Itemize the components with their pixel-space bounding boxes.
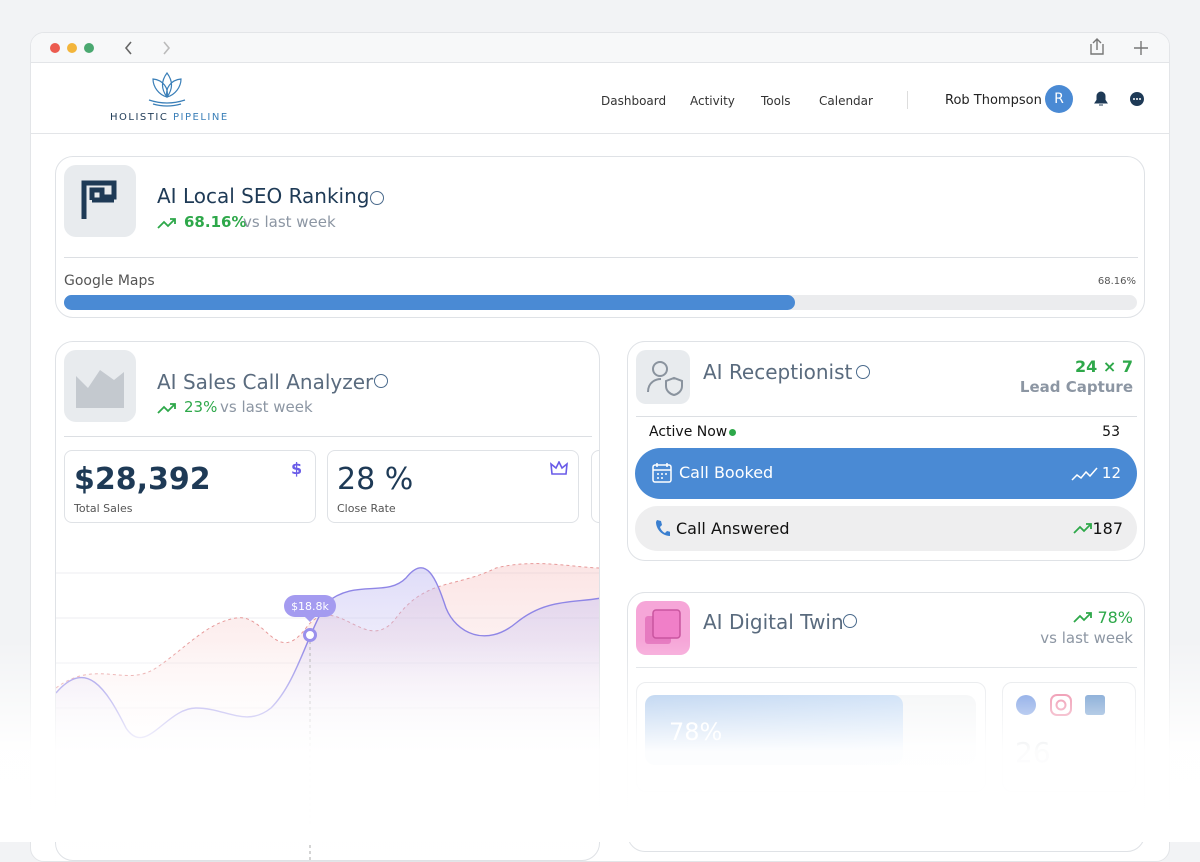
dropdown-toggle[interactable] xyxy=(374,374,388,388)
toolbar-icons xyxy=(50,38,1148,55)
change-value: 23% xyxy=(184,398,218,416)
change-text: vs last week xyxy=(220,398,313,416)
change-text: vs last week xyxy=(243,213,336,231)
row-label: Call Booked xyxy=(679,463,774,482)
facebook-icon[interactable] xyxy=(1016,695,1036,715)
stat-label: Total Sales xyxy=(74,502,133,515)
back-button[interactable] xyxy=(124,41,132,55)
nav-link[interactable]: Calendar xyxy=(819,94,873,108)
dropdown-toggle[interactable] xyxy=(370,191,384,205)
phone-icon xyxy=(656,520,670,536)
seo-card: AI Local SEO Ranking 68.16% vs last week… xyxy=(55,156,1145,318)
trend-icon xyxy=(1073,612,1092,623)
page: HOLISTIC PIPELINE Dashboard Activity Too… xyxy=(0,32,1200,862)
row-value: 187 xyxy=(1092,519,1123,538)
app-header: HOLISTIC PIPELINE Dashboard Activity Too… xyxy=(31,63,1169,134)
divider xyxy=(64,436,592,437)
row-value: 12 xyxy=(1101,464,1121,482)
user-name: Rob Thompson xyxy=(945,93,1042,108)
header-separator xyxy=(907,91,908,109)
twin-icon xyxy=(636,601,690,655)
messages-button[interactable] xyxy=(1130,92,1144,106)
progress-label: Google Maps xyxy=(64,273,155,289)
progress-value: 78% xyxy=(669,718,723,746)
social-icons xyxy=(1016,694,1105,716)
card-title: AI Local SEO Ranking xyxy=(157,184,370,208)
row-pill[interactable]: Call Answered 187 xyxy=(635,506,1137,551)
minimize-dot[interactable] xyxy=(67,43,77,53)
social-count: 26 xyxy=(1015,736,1051,769)
nav-link[interactable]: Activity xyxy=(690,94,735,108)
divider xyxy=(64,257,1138,258)
card-title: AI Sales Call Analyzer xyxy=(157,370,374,394)
stat-value: $28,392 xyxy=(74,462,211,497)
badge-text: Lead Capture xyxy=(1019,378,1133,396)
sales-icon xyxy=(64,350,136,422)
calendar-icon xyxy=(652,463,672,483)
user-avatar[interactable]: R xyxy=(1045,85,1073,113)
sales-chart: $18.8k xyxy=(56,563,599,860)
social-panel: 26 xyxy=(1002,682,1136,792)
brand-name: HOLISTIC PIPELINE xyxy=(110,113,229,123)
share-button[interactable] xyxy=(1090,38,1104,55)
brand-name-a: HOLISTIC xyxy=(110,112,169,123)
forward-button[interactable] xyxy=(163,41,171,55)
change-value: 68.16% xyxy=(184,213,247,231)
change-value: 78% xyxy=(1097,608,1133,627)
hover-point[interactable] xyxy=(303,628,317,642)
brand-name-b: PIPELINE xyxy=(173,112,229,123)
progress-value: 68.16% xyxy=(1097,276,1136,287)
tooltip-bg xyxy=(284,595,336,617)
active-dot xyxy=(729,429,736,436)
nav-link[interactable]: Dashboard xyxy=(601,94,667,108)
dollar-icon: $ xyxy=(291,459,303,478)
dropdown-toggle[interactable] xyxy=(856,365,870,379)
trend-icon xyxy=(1071,467,1098,481)
crown-icon xyxy=(550,461,568,475)
receptionist-card: AI Receptionist 24 × 7 Lead Capture Acti… xyxy=(627,341,1145,561)
new-tab-button[interactable] xyxy=(1134,41,1148,55)
divider xyxy=(636,667,1137,668)
badge-value: 24 × 7 xyxy=(1075,357,1133,376)
trend-icon xyxy=(157,403,176,414)
nav-link[interactable]: Tools xyxy=(761,94,791,108)
progress-track xyxy=(64,295,1137,310)
card-title: AI Receptionist xyxy=(703,360,853,384)
seo-icon xyxy=(64,165,136,237)
active-label: Active Now xyxy=(649,424,728,440)
progress-fill xyxy=(64,295,796,310)
browser-toolbar xyxy=(31,33,1169,63)
zoom-dot[interactable] xyxy=(84,43,94,53)
row-label: Call Answered xyxy=(676,519,790,538)
progress-track: 78% xyxy=(645,695,976,765)
linkedin-icon[interactable] xyxy=(1085,695,1105,715)
row-pill[interactable]: Call Booked 12 xyxy=(635,448,1137,499)
logo-mark xyxy=(148,71,186,107)
stat-card: 28 % Close Rate xyxy=(327,450,579,523)
trend-icon xyxy=(1073,523,1092,534)
card-title: AI Digital Twin xyxy=(703,610,844,634)
header-icons xyxy=(1094,91,1144,106)
change-text: vs last week xyxy=(1040,629,1133,647)
stat-card xyxy=(591,450,599,523)
dropdown-toggle[interactable] xyxy=(843,614,857,628)
close-dot[interactable] xyxy=(50,43,60,53)
trend-icon xyxy=(157,218,176,229)
instagram-icon[interactable] xyxy=(1050,694,1072,716)
progress-panel: 78% xyxy=(636,682,986,792)
tooltip-text: $18.8k xyxy=(291,600,329,613)
twin-card: AI Digital Twin 78% vs last week 78% 26 xyxy=(627,592,1145,852)
receptionist-icon xyxy=(636,350,690,404)
divider xyxy=(636,416,1137,417)
stat-value: 28 % xyxy=(337,462,414,497)
active-count: 53 xyxy=(1102,424,1120,440)
sales-card: AI Sales Call Analyzer 23% vs last week … xyxy=(55,341,600,861)
stat-label: Close Rate xyxy=(337,502,396,515)
notifications-button[interactable] xyxy=(1094,91,1108,106)
stat-card: $28,392 Total Sales $ xyxy=(64,450,316,523)
